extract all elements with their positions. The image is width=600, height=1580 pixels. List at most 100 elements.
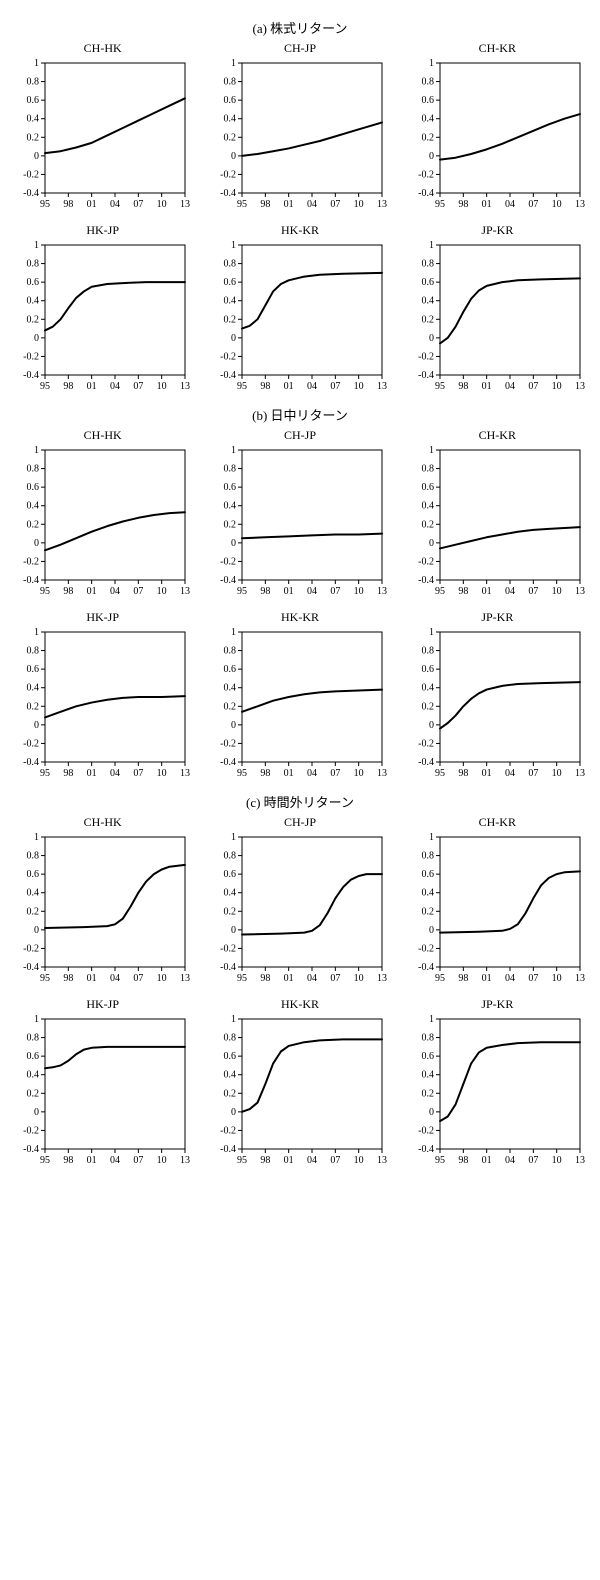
x-tick-label: 98 [63, 973, 73, 984]
y-tick-label: 0.8 [224, 259, 237, 270]
x-tick-label: 07 [331, 768, 341, 779]
section-title: (b) 日中リターン [10, 405, 590, 424]
y-tick-label: 0 [231, 538, 236, 549]
chart-title: CH-HK [84, 41, 122, 56]
x-tick-label: 13 [180, 768, 190, 779]
chart-panel: -0.4-0.200.20.40.60.8195980104071013 [15, 445, 190, 600]
x-tick-label: 07 [133, 199, 143, 210]
y-tick-label: 0.2 [421, 701, 434, 712]
x-tick-label: 95 [237, 768, 247, 779]
x-tick-label: 10 [354, 381, 364, 392]
x-tick-label: 95 [40, 381, 50, 392]
chart-wrap: HK-JP-0.4-0.200.20.40.60.819598010407101… [10, 610, 195, 782]
x-tick-label: 10 [551, 199, 561, 210]
y-tick-label: -0.2 [221, 943, 237, 954]
chart-wrap: HK-JP-0.4-0.200.20.40.60.819598010407101… [10, 997, 195, 1169]
x-tick-label: 07 [528, 199, 538, 210]
x-tick-label: 01 [87, 973, 97, 984]
x-tick-label: 13 [377, 1155, 387, 1166]
x-tick-label: 98 [458, 199, 468, 210]
x-tick-label: 10 [354, 973, 364, 984]
y-tick-label: 0 [429, 720, 434, 731]
chart-title: JP-KR [481, 610, 513, 625]
x-tick-label: 04 [110, 973, 120, 984]
chart-wrap: CH-HK -0.4-0.200.20.40.60.819598010407101… [10, 41, 195, 213]
x-tick-label: 04 [110, 586, 120, 597]
y-tick-label: 1 [429, 832, 434, 843]
x-tick-label: 07 [528, 973, 538, 984]
chart-row: HK-JP-0.4-0.200.20.40.60.819598010407101… [10, 997, 590, 1169]
y-tick-label: 1 [429, 240, 434, 251]
y-tick-label: 0.4 [224, 501, 237, 512]
y-tick-label: 0 [34, 333, 39, 344]
y-tick-label: 0.8 [27, 1033, 40, 1044]
x-tick-label: 95 [435, 768, 445, 779]
x-tick-label: 95 [40, 1155, 50, 1166]
x-tick-label: 07 [133, 381, 143, 392]
chart-panel: -0.4-0.200.20.40.60.8195980104071013 [410, 445, 585, 600]
chart-root: (a) 株式リターンCH-HK-0.4-0.200.20.40.60.81959… [10, 18, 590, 1169]
x-tick-label: 95 [435, 973, 445, 984]
y-tick-label: 0 [34, 1107, 39, 1118]
y-tick-label: 0.2 [27, 132, 40, 143]
y-tick-label: -0.2 [221, 169, 237, 180]
y-tick-label: 0.8 [224, 1033, 237, 1044]
y-tick-label: 0 [231, 925, 236, 936]
x-tick-label: 13 [377, 199, 387, 210]
y-tick-label: -0.2 [23, 738, 39, 749]
x-tick-label: 04 [307, 586, 317, 597]
x-tick-label: 98 [63, 768, 73, 779]
y-tick-label: 0.4 [224, 114, 237, 125]
data-line [242, 534, 382, 539]
y-tick-label: 0.2 [27, 519, 40, 530]
chart-wrap: CH-KR-0.4-0.200.20.40.60.819598010407101… [405, 41, 590, 213]
y-tick-label: 0.4 [224, 1070, 237, 1081]
y-tick-label: 1 [429, 1014, 434, 1025]
y-tick-label: 0.6 [421, 482, 434, 493]
data-line [242, 273, 382, 329]
y-tick-label: -0.4 [221, 962, 237, 973]
y-tick-label: -0.4 [23, 962, 39, 973]
y-tick-label: -0.4 [221, 575, 237, 586]
x-tick-label: 13 [180, 586, 190, 597]
x-tick-label: 01 [284, 381, 294, 392]
y-tick-label: 0.8 [421, 646, 434, 657]
chart-wrap: CH-KR-0.4-0.200.20.40.60.819598010407101… [405, 428, 590, 600]
y-tick-label: 1 [231, 627, 236, 638]
y-tick-label: 0.6 [421, 1051, 434, 1062]
x-tick-label: 13 [377, 973, 387, 984]
x-tick-label: 07 [528, 768, 538, 779]
y-tick-label: 0.4 [224, 888, 237, 899]
data-line [440, 1042, 580, 1121]
y-tick-label: 0 [231, 151, 236, 162]
y-tick-label: -0.4 [221, 757, 237, 768]
x-tick-label: 01 [284, 199, 294, 210]
chart-wrap: HK-KR-0.4-0.200.20.40.60.819598010407101… [207, 223, 392, 395]
y-tick-label: -0.4 [418, 757, 434, 768]
chart-wrap: HK-JP-0.4-0.200.20.40.60.819598010407101… [10, 223, 195, 395]
y-tick-label: 0.6 [27, 95, 40, 106]
chart-wrap: CH-HK-0.4-0.200.20.40.60.819598010407101… [10, 815, 195, 987]
y-tick-label: 0.2 [421, 906, 434, 917]
y-tick-label: 0.2 [27, 1088, 40, 1099]
x-tick-label: 13 [377, 768, 387, 779]
y-tick-label: 0.2 [224, 519, 237, 530]
chart-wrap: JP-KR-0.4-0.200.20.40.60.819598010407101… [405, 223, 590, 395]
y-tick-label: -0.4 [23, 370, 39, 381]
x-tick-label: 13 [180, 381, 190, 392]
y-tick-label: 0.6 [224, 277, 237, 288]
y-tick-label: -0.4 [418, 962, 434, 973]
y-tick-label: -0.2 [23, 1125, 39, 1136]
chart-title: HK-KR [281, 997, 319, 1012]
y-tick-label: -0.4 [418, 1144, 434, 1155]
x-tick-label: 98 [458, 1155, 468, 1166]
x-tick-label: 98 [63, 381, 73, 392]
chart-wrap: CH-JP-0.4-0.200.20.40.60.819598010407101… [207, 41, 392, 213]
x-tick-label: 98 [261, 768, 271, 779]
data-line [45, 1047, 185, 1068]
y-tick-label: 1 [231, 1014, 236, 1025]
x-tick-label: 98 [261, 1155, 271, 1166]
chart-panel: -0.4-0.200.20.40.60.8195980104071013 [15, 58, 190, 213]
x-tick-label: 95 [237, 381, 247, 392]
chart-row: CH-HK-0.4-0.200.20.40.60.819598010407101… [10, 815, 590, 987]
